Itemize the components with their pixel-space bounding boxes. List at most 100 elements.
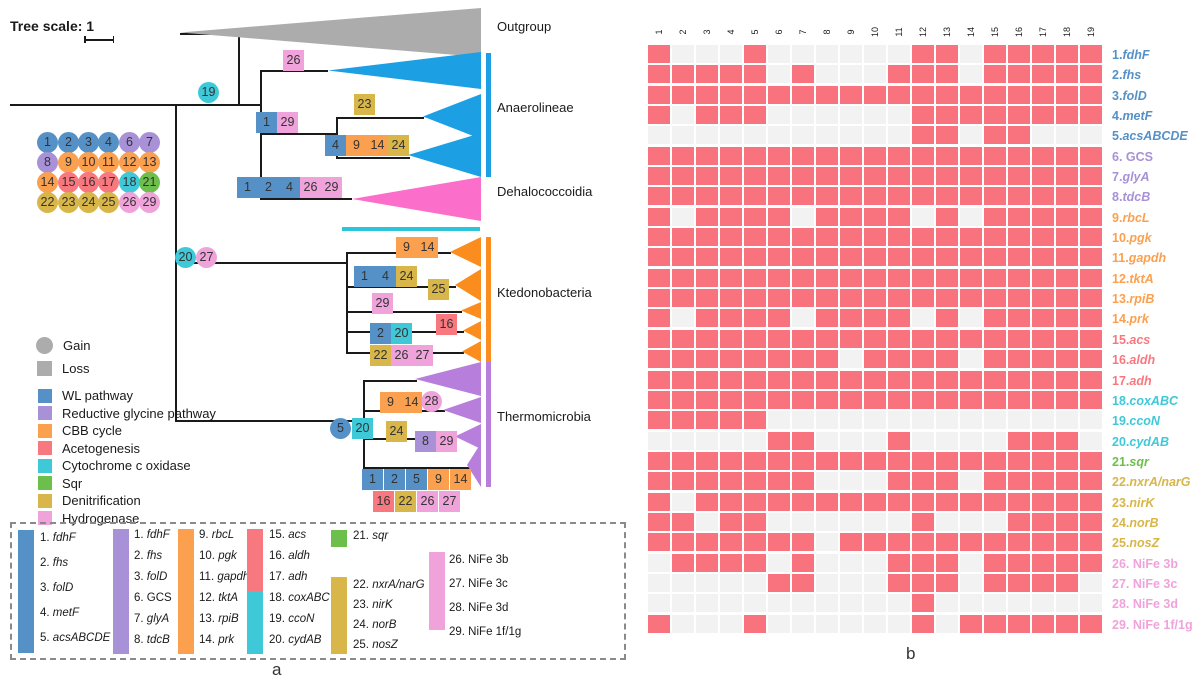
heatmap-cell: [1056, 329, 1078, 348]
heatmap-cell: [672, 289, 694, 308]
heatmap-cell: [816, 329, 838, 348]
heatmap-cell: [1080, 512, 1102, 531]
heatmap-cell: [696, 451, 718, 470]
heatmap-cell: [696, 65, 718, 84]
pathway-gene-item: 18. coxABC: [269, 592, 330, 604]
heatmap-cell: [816, 268, 838, 287]
heatmap-cell: [888, 85, 910, 104]
heatmap-cell: [912, 451, 934, 470]
heatmap-cell: [840, 492, 862, 511]
heatmap-cell: [792, 512, 814, 531]
heatmap-cell: [720, 573, 742, 592]
loss-marker: 5: [406, 469, 427, 490]
ace-swatch: [38, 441, 52, 455]
heatmap-cell: [864, 329, 886, 348]
heatmap-cell: [816, 45, 838, 63]
heatmap-cell: [768, 553, 790, 572]
loss-marker: 14: [417, 237, 438, 258]
loss-marker: 2: [258, 177, 279, 198]
gain-marker: 19: [198, 82, 219, 103]
heatmap-cell: [744, 411, 766, 430]
heatmap-cell: [912, 167, 934, 186]
clade-triangle-orange-3: [461, 302, 481, 319]
heatmap-cell: [672, 65, 694, 84]
clade-bracket-purple: [486, 362, 491, 487]
gain-marker: 1: [37, 132, 58, 153]
heatmap-cell: [888, 268, 910, 287]
heatmap-cell: [888, 553, 910, 572]
pathway-bar-cyt: [247, 591, 263, 654]
tree-branch: [363, 467, 470, 469]
heatmap-cell: [1032, 45, 1054, 63]
loss-marker: 27: [439, 491, 460, 512]
heatmap-cell: [1032, 248, 1054, 267]
heatmap-cell: [936, 533, 958, 552]
rgp-swatch: [38, 406, 52, 420]
heatmap-cell: [672, 431, 694, 450]
heatmap-column-label: 15: [990, 27, 1000, 38]
heatmap-cell: [936, 553, 958, 572]
gene-label-sqr: 21. sqr: [1112, 454, 1149, 469]
heatmap-cell: [960, 207, 982, 226]
tree-branch: [260, 70, 262, 199]
heatmap-cell: [840, 533, 862, 552]
heatmap-cell: [768, 350, 790, 369]
heatmap-cell: [696, 553, 718, 572]
heatmap-cell: [816, 553, 838, 572]
pathway-gene-item: 19. ccoN: [269, 613, 315, 625]
heatmap-cell: [840, 167, 862, 186]
heatmap-cell: [840, 248, 862, 267]
loss-marker: 14: [401, 392, 422, 413]
heatmap-column-label: 16: [1014, 27, 1024, 38]
heatmap-cell: [1032, 411, 1054, 430]
loss-marker: 22: [370, 345, 391, 366]
heatmap-cell: [1008, 614, 1030, 633]
gain-marker: 15: [58, 172, 79, 193]
heatmap-cell: [1056, 126, 1078, 145]
legend-category-ace: Acetogenesis: [36, 441, 140, 456]
heatmap-cell: [744, 45, 766, 63]
heatmap-cell: [960, 553, 982, 572]
clade-triangle-purple-3: [455, 424, 481, 449]
panel-label-a: a: [272, 660, 282, 679]
heatmap-cell: [648, 411, 670, 430]
heatmap-cell: [984, 451, 1006, 470]
heatmap-cell: [648, 207, 670, 226]
pathway-gene-item: 23. nirK: [353, 599, 393, 611]
loss-icon: [37, 361, 52, 376]
gene-label-ccon: 19. ccoN: [1112, 414, 1160, 429]
heatmap-cell: [1056, 573, 1078, 592]
heatmap-cell: [912, 573, 934, 592]
gene-label-tdcb: 8. tdcB: [1112, 190, 1151, 205]
loss-marker: 26: [283, 50, 304, 71]
heatmap-column-label: 10: [870, 27, 880, 38]
heatmap-cell: [888, 512, 910, 531]
heatmap-cell: [1080, 492, 1102, 511]
heatmap-cell: [1032, 126, 1054, 145]
heatmap-cell: [1080, 411, 1102, 430]
tree-scale-bar: [84, 39, 114, 41]
heatmap-cell: [1080, 573, 1102, 592]
heatmap-cell: [840, 268, 862, 287]
gene-label-gcs: 6. GCS: [1112, 149, 1153, 164]
loss-marker: 9: [428, 469, 449, 490]
heatmap-cell: [984, 126, 1006, 145]
heatmap-cell: [936, 85, 958, 104]
heatmap-cell: [648, 533, 670, 552]
heatmap-cell: [768, 106, 790, 125]
heatmap-cell: [648, 472, 670, 491]
heatmap-cell: [864, 512, 886, 531]
heatmap-column-label: 17: [1038, 27, 1048, 38]
heatmap-cell: [672, 85, 694, 104]
heatmap-cell: [696, 248, 718, 267]
heatmap-cell: [744, 268, 766, 287]
heatmap-cell: [888, 431, 910, 450]
heatmap-cell: [816, 126, 838, 145]
legend-category-den: Denitrification: [36, 493, 141, 508]
loss-marker: 4: [375, 266, 396, 287]
tree-scale-tick-right: [112, 36, 114, 43]
heatmap-cell: [984, 45, 1006, 63]
pathway-gene-item: 3. folD: [40, 582, 74, 594]
heatmap-cell: [1008, 533, 1030, 552]
heatmap-cell: [840, 370, 862, 389]
